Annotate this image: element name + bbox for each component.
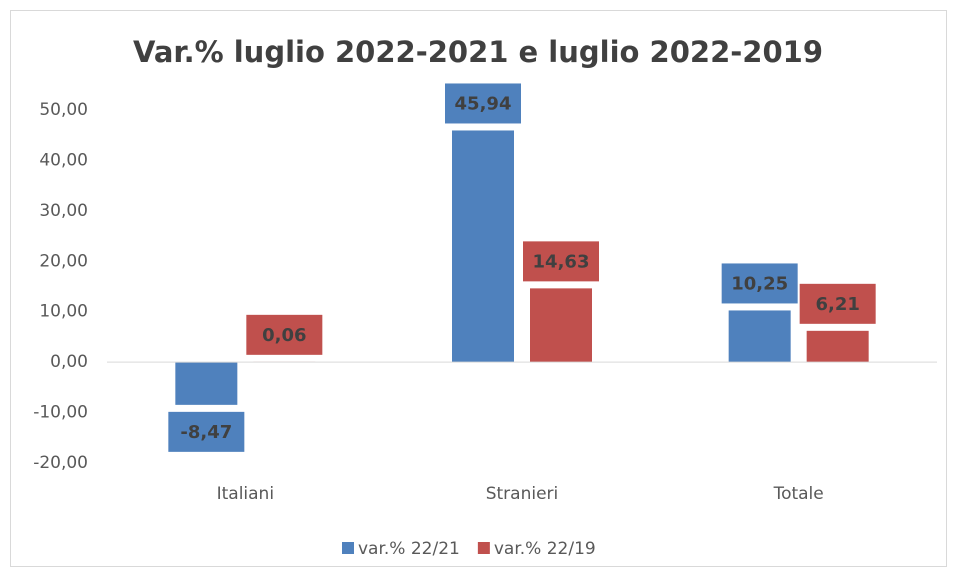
x-tick-label: Stranieri	[486, 484, 559, 504]
value-label: 10,25	[731, 273, 788, 294]
x-tick-label: Totale	[773, 484, 824, 504]
y-tick-label: 10,00	[39, 302, 88, 322]
value-label-box	[523, 241, 599, 282]
value-label: 0,06	[262, 325, 306, 346]
bar	[728, 310, 791, 363]
value-label: 45,94	[455, 93, 512, 114]
chart-title: Var.% luglio 2022-2021 e luglio 2022-201…	[133, 35, 823, 69]
value-label-box	[246, 314, 323, 355]
y-tick-label: 0,00	[50, 352, 88, 372]
y-tick-label: 50,00	[39, 100, 88, 120]
bar	[806, 330, 869, 363]
y-tick-label: 20,00	[39, 251, 88, 271]
legend-swatch	[342, 542, 354, 554]
value-label: -8,47	[180, 422, 232, 443]
bar	[452, 130, 514, 363]
value-label-box	[168, 411, 245, 452]
value-label: 6,21	[815, 294, 859, 315]
legend-swatch	[477, 542, 490, 554]
y-tick-label: 40,00	[39, 150, 88, 170]
value-label: 14,63	[533, 251, 590, 272]
x-tick-label: Italiani	[217, 484, 274, 504]
bar	[530, 288, 592, 363]
legend-label: var.% 22/21	[358, 539, 460, 559]
legend-label: var.% 22/19	[494, 539, 596, 559]
y-tick-label: -10,00	[33, 403, 88, 423]
value-label-box	[799, 283, 876, 324]
value-label-box	[445, 83, 521, 124]
value-label-box	[721, 263, 798, 304]
y-tick-label: 30,00	[39, 201, 88, 221]
y-tick-label: -20,00	[33, 453, 88, 473]
bar	[175, 362, 238, 405]
